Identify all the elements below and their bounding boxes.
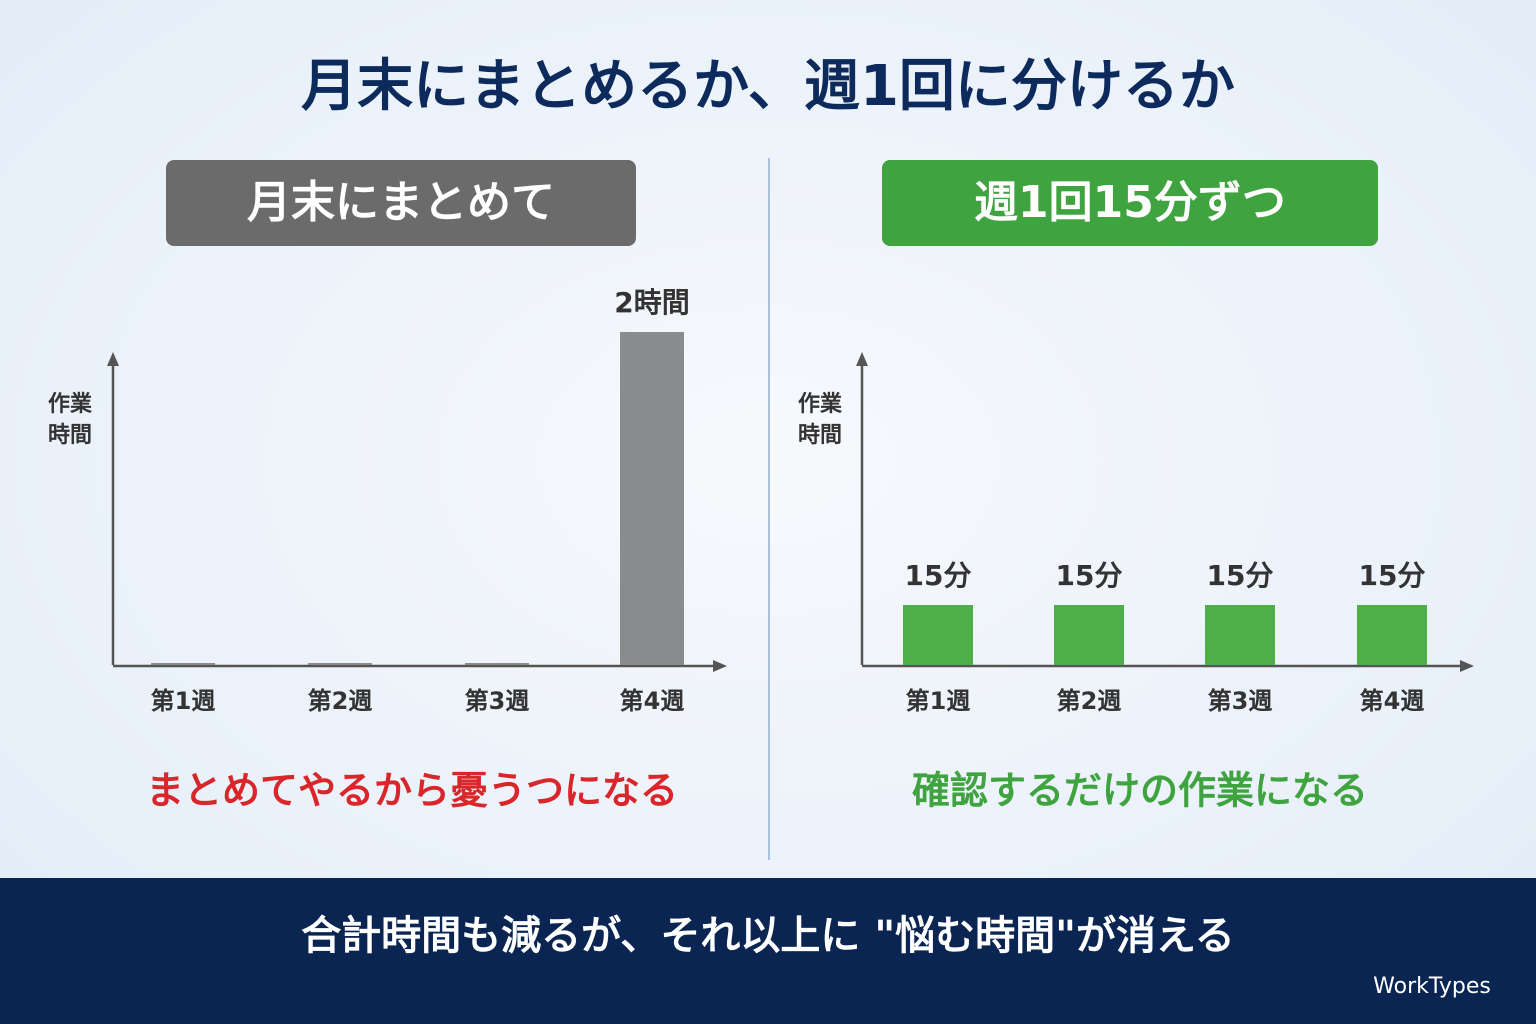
x-tick-label: 第2週 [308, 687, 373, 715]
y-axis-label: 時間 [48, 423, 92, 448]
footer-band [0, 878, 1536, 1024]
value-label: 15分 [1359, 559, 1426, 592]
panel-header [166, 160, 636, 246]
panel-title: 週1回15分ずつ [974, 177, 1286, 228]
y-axis-label: 作業 [48, 392, 93, 417]
panel-header [882, 160, 1378, 246]
main-title: 月末にまとめるか、週1回に分けるか [301, 54, 1235, 119]
bar [308, 663, 372, 665]
x-tick-label: 第3週 [465, 687, 530, 715]
caption: まとめてやるから憂うつになる [146, 769, 678, 813]
value-label: 15分 [1056, 559, 1123, 592]
y-axis-arrow [856, 352, 868, 366]
y-axis-label: 作業 [798, 392, 843, 417]
x-tick-label: 第4週 [1360, 687, 1425, 715]
y-axis-label: 時間 [798, 423, 842, 448]
value-label: 15分 [905, 559, 972, 592]
bar [1357, 605, 1427, 665]
value-label: 2時間 [614, 286, 689, 319]
bar [151, 663, 215, 665]
bar [1205, 605, 1275, 665]
value-label: 15分 [1207, 559, 1274, 592]
x-axis-arrow [1460, 660, 1474, 672]
caption: 確認するだけの作業になる [912, 769, 1368, 813]
footer-text: 合計時間も減るが、それ以上に "悩む時間"が消える [301, 913, 1235, 959]
bar [620, 332, 684, 665]
bar [903, 605, 973, 665]
panel-title: 月末にまとめて [247, 177, 555, 228]
x-axis-arrow [713, 660, 727, 672]
bar [1054, 605, 1124, 665]
x-tick-label: 第4週 [620, 687, 685, 715]
x-tick-label: 第1週 [906, 687, 971, 715]
x-tick-label: 第2週 [1057, 687, 1122, 715]
x-tick-label: 第1週 [151, 687, 216, 715]
y-axis-arrow [107, 352, 119, 366]
brand: WorkTypes [1373, 974, 1491, 999]
bar [465, 663, 529, 665]
x-tick-label: 第3週 [1208, 687, 1273, 715]
